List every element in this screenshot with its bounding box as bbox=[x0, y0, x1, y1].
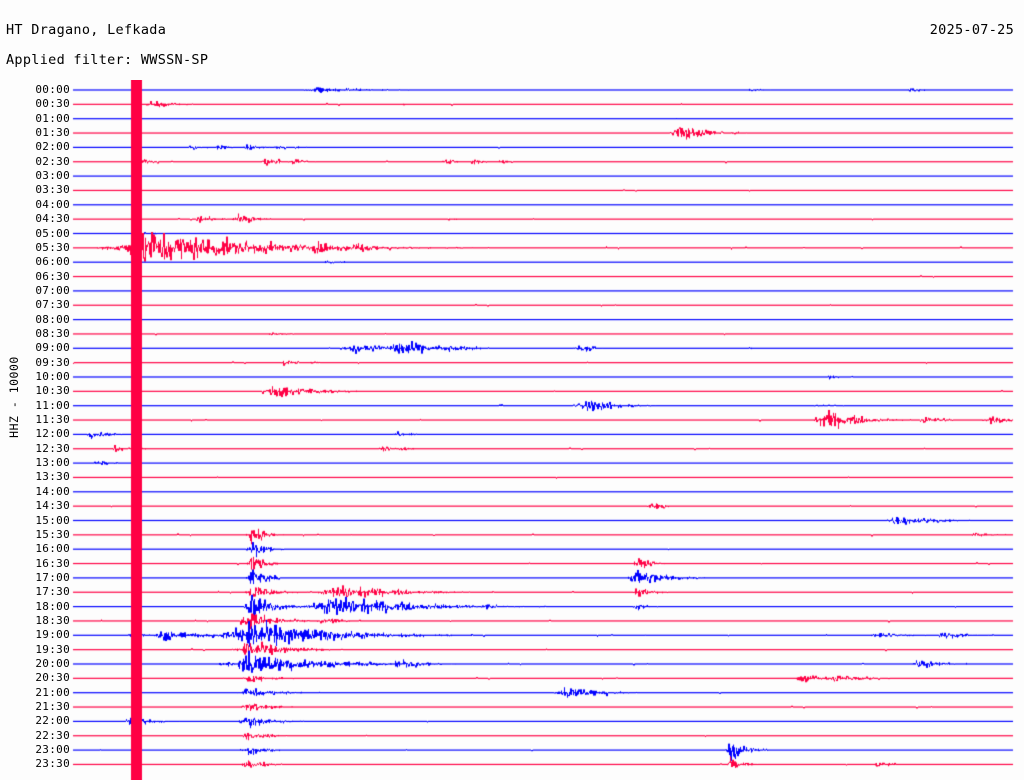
date-label: 2025-07-25 bbox=[929, 22, 1014, 38]
seismogram-plot-area: 00:00 00:30 01:00 01:30 02:00 02:30 03:00 03:30… bbox=[0, 80, 1024, 780]
seismogram-traces-canvas bbox=[0, 80, 1024, 780]
station-title: HT Dragano, Lefkada bbox=[6, 22, 167, 38]
applied-filter-label: Applied filter: WWSSN-SP bbox=[6, 52, 209, 68]
